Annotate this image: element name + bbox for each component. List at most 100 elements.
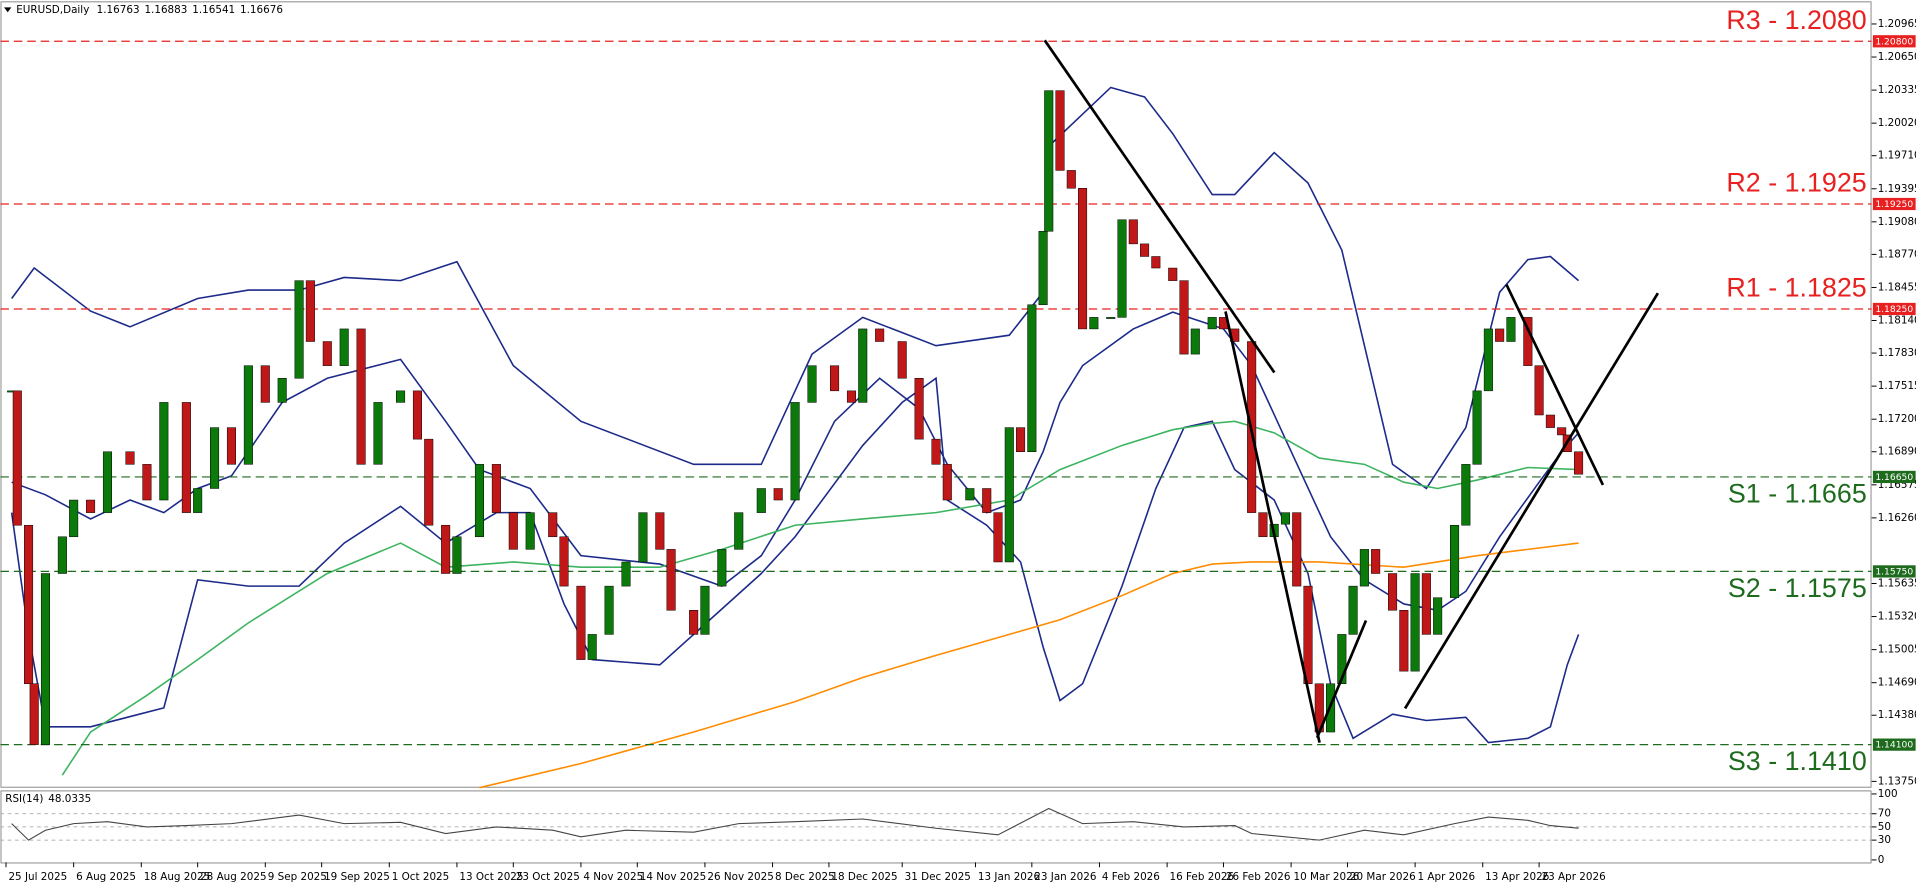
x-tick-label: 13 Oct 2025 <box>459 871 523 883</box>
candle-up <box>1337 634 1347 684</box>
y-tick-label: 1.18455 <box>1878 281 1916 293</box>
level-axis-box <box>1872 565 1916 578</box>
rsi-line <box>11 807 1579 841</box>
candle-up <box>638 512 648 563</box>
y-tick-label: 1.20020 <box>1878 117 1916 129</box>
candle-down <box>1523 317 1533 366</box>
x-tick-label: 23 Apr 2026 <box>1542 871 1606 883</box>
candle-down <box>24 524 34 684</box>
level-axis-box <box>1872 738 1916 751</box>
candle-up <box>1348 585 1358 635</box>
high: 1.16883 <box>144 4 187 16</box>
y-tick-label: 1.19080 <box>1878 216 1916 228</box>
candle-up <box>452 536 462 574</box>
candle-down <box>1151 256 1161 269</box>
candle-up <box>1117 219 1127 318</box>
candle-up <box>734 512 744 550</box>
rsi-tick-label: 70 <box>1878 808 1891 820</box>
candle-up <box>807 365 817 403</box>
indicator-line <box>479 542 1579 789</box>
rsi-value: 48.0335 <box>48 793 91 805</box>
rsi-tick-label: 100 <box>1878 788 1898 800</box>
level-label: R1 - 1.1825 <box>1726 273 1866 303</box>
candle-up <box>193 488 203 513</box>
candle-up <box>717 549 727 587</box>
candle-up <box>790 402 800 501</box>
candle-down <box>142 464 152 501</box>
x-tick-label: 6 Aug 2025 <box>76 871 136 883</box>
candle-down <box>441 524 451 574</box>
y-tick-label: 1.17200 <box>1878 413 1916 425</box>
candle-down <box>305 280 315 342</box>
menu-arrow <box>4 7 12 13</box>
candle-down <box>559 536 569 587</box>
candle-up <box>1207 317 1217 330</box>
candle-down <box>982 488 992 513</box>
level-label: R3 - 1.2080 <box>1726 5 1866 35</box>
candle-up <box>339 328 349 366</box>
candle-down <box>1388 573 1398 611</box>
close: 1.16676 <box>240 4 283 16</box>
candle-up <box>57 536 67 574</box>
candle-down <box>86 499 96 513</box>
candle-up <box>700 585 710 635</box>
candle-down <box>875 328 885 342</box>
y-tick-label: 1.13750 <box>1878 775 1916 787</box>
candle-up <box>159 402 169 501</box>
candle-up <box>373 402 383 465</box>
rsi-header: RSI(14) 48.0335 <box>5 793 91 805</box>
candle-down <box>125 451 135 465</box>
level-axis-label: 1.19250 <box>1875 199 1913 210</box>
x-tick-label: 14 Nov 2025 <box>640 871 706 883</box>
candle-up <box>1038 231 1048 306</box>
candle-up <box>1472 390 1482 465</box>
x-tick-label: 4 Feb 2026 <box>1102 871 1160 883</box>
x-tick-label: 23 Jan 2026 <box>1034 871 1096 883</box>
candle-up <box>1461 464 1471 526</box>
candle-up <box>1106 317 1116 319</box>
candle-up <box>243 365 253 465</box>
candle-up <box>621 561 631 587</box>
candle-down <box>666 549 676 611</box>
level-axis-box <box>1872 35 1916 48</box>
x-tick-label: 16 Feb 2026 <box>1170 871 1235 883</box>
candle-down <box>942 464 952 501</box>
candle-up <box>474 464 484 538</box>
level-axis-label: 1.14100 <box>1875 740 1913 751</box>
trendline <box>1505 284 1605 486</box>
candle-down <box>993 512 1003 563</box>
candle-up <box>210 427 220 489</box>
candle-down <box>548 512 558 538</box>
candle-down <box>576 585 586 660</box>
x-tick-label: 13 Jan 2026 <box>978 871 1040 883</box>
indicator-line <box>11 86 1580 490</box>
x-tick-label: 4 Nov 2025 <box>583 871 643 883</box>
y-tick-label: 1.16260 <box>1878 512 1916 524</box>
candle-up <box>40 573 50 745</box>
x-tick-label: 13 Apr 2026 <box>1485 871 1549 883</box>
x-tick-label: 28 Aug 2025 <box>200 871 266 883</box>
candle-up <box>294 280 304 379</box>
x-tick-label: 20 Mar 2026 <box>1350 871 1416 883</box>
candle-down <box>1303 585 1313 684</box>
candle-down <box>773 488 783 501</box>
candle-down <box>1292 512 1302 587</box>
candle-up <box>965 488 975 501</box>
candle-down <box>1399 610 1409 672</box>
candle-up <box>1483 328 1493 392</box>
candle-up <box>604 585 614 635</box>
candle-down <box>1168 267 1178 281</box>
candle-down <box>181 402 191 513</box>
y-tick-label: 1.20965 <box>1878 18 1916 30</box>
y-tick-label: 1.14690 <box>1878 677 1916 689</box>
candle-down <box>1258 512 1268 538</box>
y-tick-label: 1.15005 <box>1878 644 1916 656</box>
trendline <box>1224 311 1321 743</box>
level-axis-label: 1.18250 <box>1875 304 1913 315</box>
candle-down <box>1557 427 1567 436</box>
level-axis-label: 1.20800 <box>1875 36 1913 47</box>
x-tick-label: 1 Oct 2025 <box>392 871 450 883</box>
